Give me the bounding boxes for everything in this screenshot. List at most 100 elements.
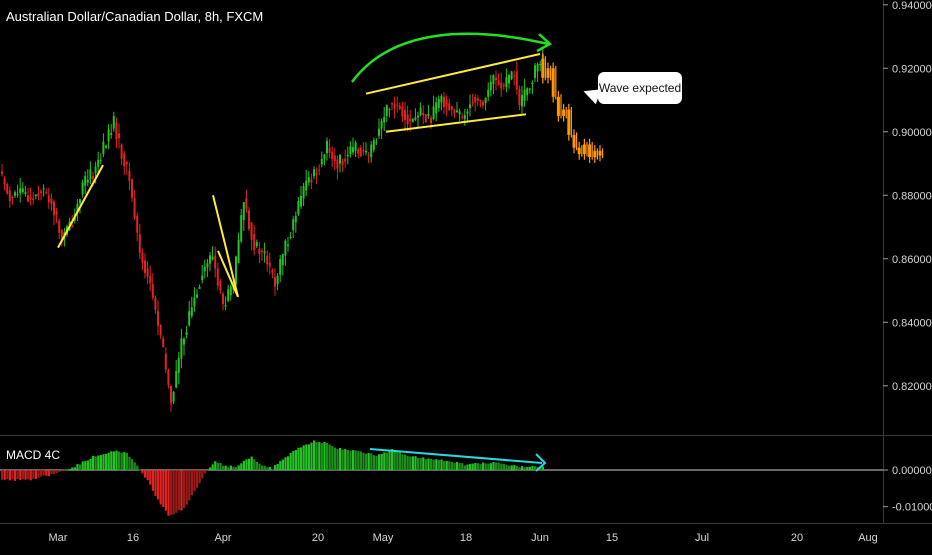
- candle-body: [430, 117, 432, 124]
- time-tick-label: 20: [791, 532, 803, 544]
- macd-bar: [154, 470, 157, 496]
- macd-bar: [47, 470, 50, 477]
- candle-body: [144, 260, 146, 273]
- candle-body: [34, 194, 37, 197]
- macd-bar: [71, 467, 74, 471]
- macd-label: MACD 4C: [6, 448, 61, 462]
- macd-bar: [141, 470, 144, 474]
- macd-bar: [81, 461, 84, 471]
- candle-body: [258, 248, 261, 255]
- candle-body: [131, 179, 133, 198]
- candle-body: [484, 97, 487, 104]
- macd-bar: [450, 461, 453, 471]
- trend-line-april-lower: [217, 250, 239, 298]
- macd-bar: [120, 452, 123, 471]
- macd-bar: [349, 450, 352, 471]
- candle-body: [445, 100, 448, 107]
- macd-bar: [146, 470, 149, 481]
- candle-body: [315, 173, 318, 175]
- candle-body: [125, 161, 128, 165]
- macd-pane: [0, 440, 883, 516]
- macd-bar: [125, 452, 128, 471]
- candle-body: [370, 144, 373, 158]
- macd-bar: [164, 470, 167, 511]
- candle-body: [414, 117, 417, 120]
- candle-body: [320, 158, 323, 165]
- candle-body: [476, 98, 479, 101]
- macd-bar: [66, 469, 69, 471]
- macd-bar: [29, 470, 32, 481]
- candle-body: [206, 263, 209, 268]
- price-tick-label: 0.88000: [892, 190, 932, 202]
- candle-body: [357, 149, 360, 154]
- macd-bar: [196, 470, 199, 488]
- candle-body: [336, 159, 339, 169]
- macd-bar: [378, 454, 381, 471]
- candle-body: [222, 293, 224, 305]
- candle-body: [128, 170, 131, 182]
- macd-bar: [508, 465, 511, 471]
- macd-bar: [453, 462, 456, 471]
- macd-bar: [484, 463, 487, 471]
- projection-candle: [577, 147, 581, 154]
- projection-candle: [541, 58, 545, 78]
- macd-bar: [372, 455, 375, 471]
- macd-bar: [193, 470, 196, 492]
- candle-body: [536, 63, 539, 72]
- candle-body: [123, 153, 126, 167]
- macd-bar: [456, 461, 459, 471]
- macd-bar: [523, 467, 526, 471]
- candle-body: [495, 77, 497, 81]
- macd-bar: [305, 444, 308, 471]
- macd-bar: [541, 466, 544, 471]
- candle-body: [466, 111, 469, 114]
- macd-bar: [159, 470, 162, 505]
- macd-bar: [45, 470, 48, 476]
- macd-bar: [177, 470, 180, 511]
- macd-bar: [357, 451, 360, 471]
- macd-bar: [380, 453, 383, 471]
- annotation-layer: [57, 32, 553, 298]
- candle-body: [385, 105, 388, 116]
- candle-body: [292, 219, 295, 231]
- macd-bar: [222, 465, 225, 471]
- macd-bar: [339, 448, 342, 471]
- macd-bar: [487, 463, 490, 471]
- macd-bar: [352, 450, 355, 471]
- candle-body: [141, 252, 144, 263]
- macd-bar: [19, 470, 22, 481]
- candle-body: [461, 116, 464, 118]
- candle-body: [248, 210, 250, 229]
- candle-body: [27, 195, 29, 202]
- candle-body: [396, 104, 399, 106]
- macd-bar: [521, 465, 524, 471]
- candle-body: [47, 195, 50, 203]
- macd-bar: [60, 470, 63, 472]
- macd-bar: [396, 451, 399, 471]
- macd-bar: [149, 470, 152, 485]
- macd-bar: [266, 467, 269, 471]
- candle-body: [42, 188, 45, 190]
- macd-bar: [68, 468, 71, 471]
- candle-body: [3, 177, 6, 185]
- candle-body: [310, 179, 313, 183]
- macd-bar: [463, 465, 466, 471]
- macd-bar: [37, 470, 40, 478]
- projection-candle: [546, 68, 550, 78]
- macd-bar: [539, 467, 542, 471]
- candle-body: [458, 111, 461, 115]
- macd-bar: [365, 453, 368, 471]
- macd-bar: [346, 450, 349, 471]
- candle-body: [510, 71, 513, 80]
- macd-bar: [242, 460, 245, 471]
- macd-bar: [281, 459, 284, 471]
- candle-body: [388, 109, 391, 111]
- macd-bar: [404, 454, 407, 471]
- macd-bar: [497, 462, 500, 471]
- macd-bar: [1, 470, 4, 480]
- candle-body: [513, 75, 516, 77]
- macd-bar: [245, 459, 248, 471]
- candle-body: [331, 151, 334, 159]
